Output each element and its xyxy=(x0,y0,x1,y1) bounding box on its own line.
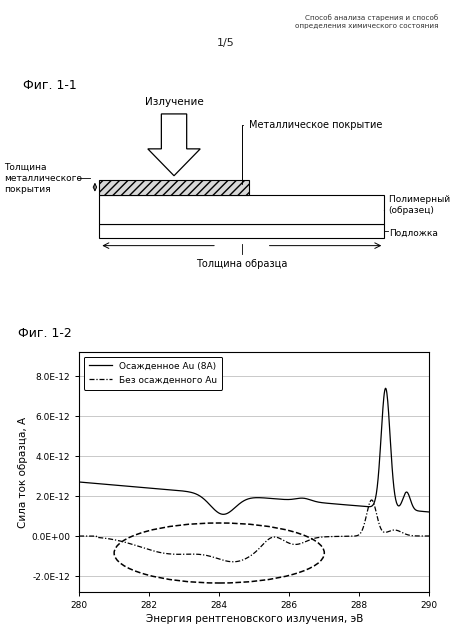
Bar xyxy=(99,180,248,195)
Text: Фиг. 1-1: Фиг. 1-1 xyxy=(23,79,76,92)
X-axis label: Энергия рентгеновского излучения, эВ: Энергия рентгеновского излучения, эВ xyxy=(145,614,362,624)
Text: Толщина
металлического
покрытия: Толщина металлического покрытия xyxy=(5,163,83,194)
Text: Фиг. 1-2: Фиг. 1-2 xyxy=(18,328,72,340)
Text: Металлическое покрытие: Металлическое покрытие xyxy=(241,120,381,184)
Polygon shape xyxy=(147,114,200,176)
Bar xyxy=(99,224,383,237)
Text: Излучение: Излучение xyxy=(144,97,203,107)
Bar xyxy=(99,195,383,224)
Text: Способ анализа старения и способ
определения химического состояния: Способ анализа старения и способ определ… xyxy=(295,14,437,29)
Legend: Осажденное Au (8А), Без осажденного Au: Осажденное Au (8А), Без осажденного Au xyxy=(83,356,222,390)
Text: Толщина образца: Толщина образца xyxy=(196,259,287,269)
Text: 1/5: 1/5 xyxy=(216,38,235,49)
Text: Полимерный материал
(образец): Полимерный материал (образец) xyxy=(388,195,451,216)
Text: Подложка: Подложка xyxy=(388,229,437,238)
Y-axis label: Сила ток образца, А: Сила ток образца, А xyxy=(18,417,28,527)
